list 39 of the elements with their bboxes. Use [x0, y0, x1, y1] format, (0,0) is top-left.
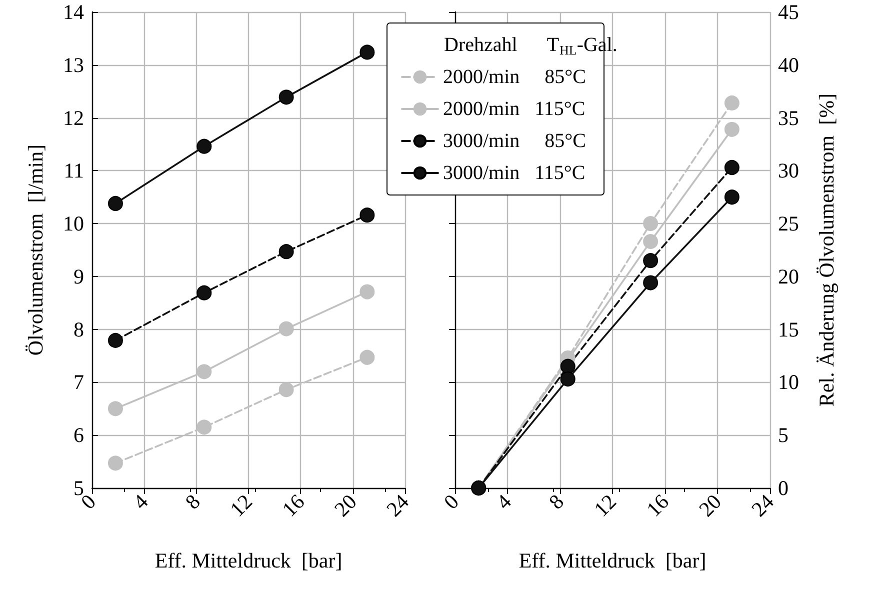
y-axis-title: Ölvolumenstrom [l/min] [24, 144, 48, 356]
x-tick-label: 4 [492, 489, 516, 514]
x-tick-label: 4 [128, 489, 154, 514]
y-tick-label: 30 [778, 158, 799, 183]
x-tick-label: 16 [277, 490, 310, 522]
y-tick-label: 6 [74, 423, 84, 448]
x-tick-label: 8 [544, 490, 568, 514]
y-tick-label: 5 [778, 423, 788, 448]
x-tick-label: 16 [642, 490, 674, 522]
x-axis-title: Eff. Mitteldruck [bar] [154, 548, 342, 572]
y-tick-label: 15 [778, 317, 799, 342]
x-tick-label: 12 [589, 490, 621, 522]
y-tick-label: 20 [778, 264, 799, 288]
x-tick-label: 12 [225, 490, 257, 522]
y-tick-label: 25 [778, 212, 799, 236]
y-tick-label: 10 [778, 370, 799, 394]
y-tick-label: 12 [63, 106, 84, 130]
y-tick-label: 10 [63, 212, 84, 236]
y-tick-label: 40 [778, 52, 799, 77]
legend-label: 2000/min 115°C [443, 98, 586, 120]
y-tick-label: 7 [74, 370, 84, 394]
y-tick-label: 8 [74, 317, 84, 342]
y-tick-label: 13 [63, 52, 84, 77]
x-tick-label: 24 [746, 489, 779, 522]
y-tick-label: 9 [74, 264, 84, 288]
y-tick-label: 35 [778, 106, 799, 130]
legend-label: 3000/min 85°C [443, 130, 586, 152]
legend-label: 3000/min 115°C [443, 162, 586, 184]
x-tick-label: 20 [330, 490, 362, 522]
x-tick-label: 20 [694, 490, 726, 522]
legend-label: 2000/min 85°C [443, 66, 586, 88]
y-tick-label: 45 [778, 0, 799, 24]
y-tick-label: 14 [63, 0, 84, 24]
x-tick-label: 8 [180, 490, 205, 514]
y-axis-title: Rel. Änderung Ölvolumenstrom [%] [814, 93, 838, 407]
x-tick-label: 0 [439, 490, 464, 514]
x-axis-title: Eff. Mitteldruck [bar] [518, 548, 706, 572]
y-tick-label: 11 [64, 158, 84, 183]
x-tick-label: 24 [382, 489, 414, 522]
